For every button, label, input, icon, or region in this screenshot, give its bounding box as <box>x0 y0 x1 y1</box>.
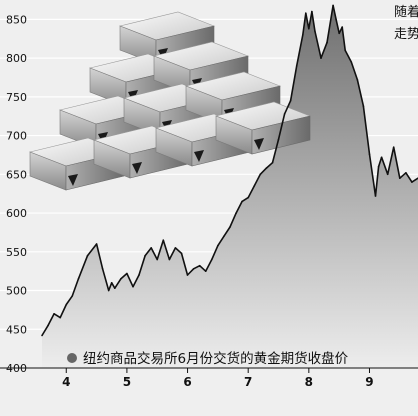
data-point <box>162 239 165 241</box>
data-point <box>150 247 152 249</box>
gold-bars-pyramid-icon <box>28 11 312 191</box>
data-point <box>211 258 213 261</box>
data-point <box>41 334 43 337</box>
data-point <box>362 105 365 107</box>
data-point <box>277 138 280 141</box>
y-tick-label: 650 <box>6 168 27 181</box>
y-tick-label: 600 <box>6 207 27 220</box>
data-point <box>174 247 177 249</box>
data-point <box>289 99 292 102</box>
data-point <box>341 26 344 28</box>
data-point <box>265 167 268 169</box>
x-tick-label: 4 <box>62 375 70 389</box>
data-point <box>86 254 89 257</box>
data-point <box>217 244 219 247</box>
data-point <box>320 57 322 59</box>
data-point <box>71 295 74 297</box>
side-note-line: 随着 <box>394 4 418 20</box>
data-point <box>380 156 383 159</box>
data-point <box>53 313 55 315</box>
data-point <box>392 146 395 148</box>
data-point <box>198 264 201 267</box>
data-point <box>241 200 243 203</box>
data-point <box>253 185 256 187</box>
y-tick-label: 750 <box>6 91 27 104</box>
data-point <box>283 113 286 115</box>
data-point <box>223 235 225 238</box>
y-tick-label: 450 <box>6 323 27 336</box>
data-point <box>132 285 134 288</box>
data-point <box>335 18 337 21</box>
data-point <box>114 287 116 290</box>
data-point <box>65 303 68 306</box>
data-point <box>405 172 407 174</box>
data-point <box>399 177 401 179</box>
data-point <box>126 272 128 275</box>
data-point <box>314 30 316 32</box>
data-point <box>374 195 377 197</box>
x-tick-label: 6 <box>183 375 191 389</box>
x-tick-label: 9 <box>365 375 373 389</box>
data-point <box>259 173 262 176</box>
data-point <box>350 61 353 63</box>
x-axis-ticks: 4 5 6 7 8 9 <box>0 367 418 389</box>
data-point <box>120 278 122 280</box>
data-point <box>305 12 307 14</box>
y-tick-label: 550 <box>6 246 27 259</box>
chart-caption: 纽约商品交易所6月份交货的黄金期货收盘价 <box>67 350 349 367</box>
data-point <box>344 49 347 52</box>
data-point <box>302 34 304 36</box>
data-point <box>138 274 140 276</box>
data-point <box>47 324 49 327</box>
data-point <box>308 27 310 30</box>
caption-text: 纽约商品交易所6月份交货的黄金期货收盘价 <box>83 350 349 367</box>
series-line-layer <box>41 4 418 337</box>
data-point <box>386 173 389 176</box>
data-point <box>59 316 61 319</box>
bullet-circle-icon <box>67 353 77 363</box>
x-tick-label: 8 <box>305 375 313 389</box>
data-point <box>411 181 413 183</box>
data-point <box>247 196 249 199</box>
data-point <box>192 268 195 270</box>
series-area <box>42 5 418 369</box>
data-point <box>271 161 274 164</box>
data-point <box>107 289 110 292</box>
data-point <box>326 41 328 44</box>
data-point <box>186 274 189 276</box>
data-point <box>338 32 341 35</box>
y-tick-label: 500 <box>6 285 27 298</box>
side-note-line: 走势 <box>394 26 418 42</box>
data-point <box>377 165 380 168</box>
data-point <box>110 282 113 284</box>
data-point <box>168 258 171 261</box>
data-point <box>368 153 371 155</box>
y-tick-label: 700 <box>6 130 27 143</box>
data-point <box>95 243 98 245</box>
data-point <box>332 4 334 7</box>
series-area-fill <box>42 5 418 369</box>
data-point <box>295 65 298 67</box>
y-tick-label: 850 <box>6 13 27 26</box>
y-tick-label: 800 <box>6 52 27 65</box>
data-point <box>311 10 313 13</box>
data-point <box>156 258 158 261</box>
data-point <box>235 212 237 214</box>
data-point <box>101 268 104 270</box>
series-line <box>41 4 418 336</box>
data-point <box>229 226 231 228</box>
data-point <box>180 252 183 255</box>
data-point <box>204 270 207 273</box>
x-tick-label: 5 <box>123 375 131 389</box>
data-point <box>144 254 146 257</box>
x-tick-label: 7 <box>244 375 252 389</box>
data-point <box>77 278 80 280</box>
data-point <box>356 79 359 81</box>
